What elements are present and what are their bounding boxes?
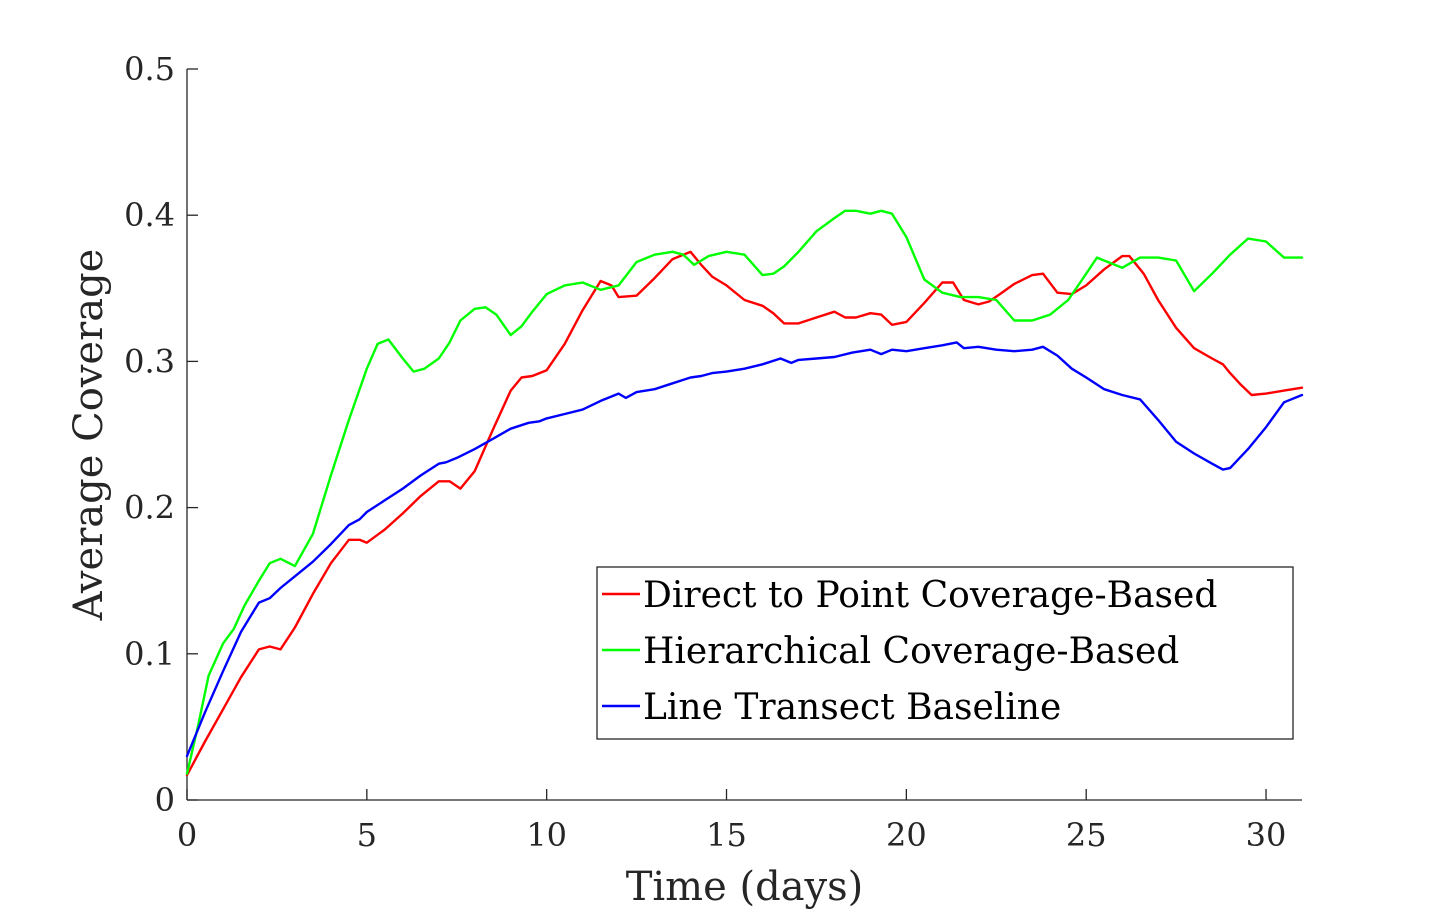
series-lines xyxy=(185,209,1304,777)
x-tick-label: 15 xyxy=(706,816,747,854)
x-tick-label: 10 xyxy=(526,816,567,854)
legend-box xyxy=(596,566,1294,740)
series-line-3 xyxy=(185,341,1304,758)
x-tick-label: 20 xyxy=(886,816,927,854)
y-tick-label: 0.5 xyxy=(124,50,175,88)
y-tick-label: 0.4 xyxy=(124,196,175,234)
x-tick-label: 25 xyxy=(1066,816,1107,854)
y-tick-label: 0.3 xyxy=(124,342,175,380)
x-axis-ticks: 0 5 10 15 20 25 30 xyxy=(177,789,1287,854)
legend-label: Direct to Point Coverage-Based xyxy=(643,575,1217,616)
x-tick-label: 30 xyxy=(1246,816,1287,854)
x-tick-label: 5 xyxy=(357,816,377,854)
legend: Direct to Point Coverage-Based Hierarchic… xyxy=(596,566,1294,740)
legend-items: Direct to Point Coverage-Based Hierarchic… xyxy=(602,575,1217,728)
legend-label: Hierarchical Coverage-Based xyxy=(643,631,1179,672)
series-line-2 xyxy=(185,209,1304,775)
y-axis-label: Average Coverage xyxy=(66,249,112,622)
y-tick-label: 0.2 xyxy=(124,489,175,527)
y-axis-ticks: 0 0.1 0.2 0.3 0.4 0.5 xyxy=(124,50,198,819)
x-tick-label: 0 xyxy=(177,816,197,854)
y-tick-label: 0 xyxy=(155,781,175,819)
y-tick-label: 0.1 xyxy=(124,635,175,673)
x-axis-label: Time (days) xyxy=(626,864,864,910)
legend-label: Line Transect Baseline xyxy=(643,687,1061,728)
plot-area: 0 5 10 15 20 25 30 0 0.1 0.2 0.3 0.4 0.5 xyxy=(124,50,1304,854)
series-line-1 xyxy=(185,250,1304,777)
